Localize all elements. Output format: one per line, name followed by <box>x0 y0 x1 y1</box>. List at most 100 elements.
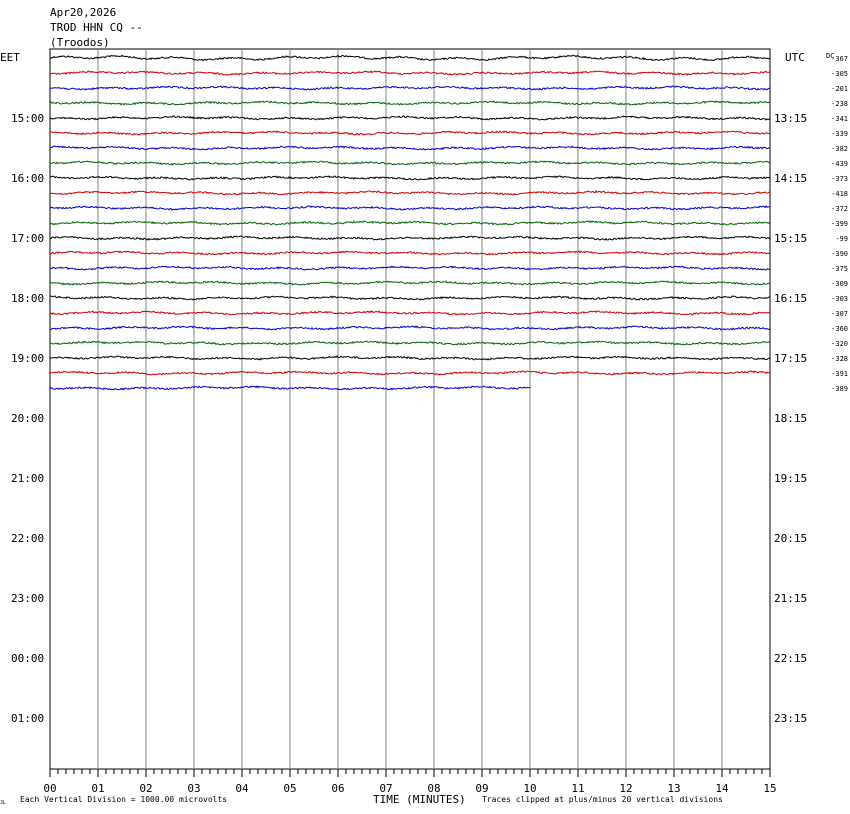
seismic-trace <box>49 235 771 241</box>
seismic-trace <box>49 190 771 196</box>
station-label: TROD HHN CQ -- <box>50 21 143 34</box>
plot-frame <box>49 48 771 770</box>
left-hour-label: 15:00 <box>11 112 44 125</box>
left-timezone-label: EET <box>0 51 20 64</box>
location-label: (Troodos) <box>50 36 110 49</box>
right-hour-label: 19:15 <box>774 472 807 485</box>
left-hour-label: 22:00 <box>11 532 44 545</box>
x-axis: 00 01 02 03 04 05 06 07 08 09 10 11 12 13 14 15 <box>43 769 777 795</box>
x-tick-label: 08 <box>427 782 440 795</box>
date-label: Apr20,2026 <box>50 6 116 19</box>
seismic-trace <box>49 280 771 286</box>
seismic-trace <box>49 265 771 271</box>
dc-label: DC <box>826 52 834 60</box>
left-hour-label: 19:00 <box>11 352 44 365</box>
seismic-trace <box>49 130 771 136</box>
dc-offset-label: -390 <box>831 250 848 258</box>
dc-offset-label: -341 <box>831 115 848 123</box>
dc-offset-label: -399 <box>831 220 848 228</box>
seismic-trace <box>49 100 771 106</box>
right-hour-label: 23:15 <box>774 712 807 725</box>
left-hour-label: 18:00 <box>11 292 44 305</box>
seismic-trace <box>49 220 771 226</box>
dc-offset-label: -418 <box>831 190 848 198</box>
seismic-trace <box>49 70 771 76</box>
seismic-trace <box>49 175 771 181</box>
dc-offset-label: -439 <box>831 160 848 168</box>
x-tick-label: 14 <box>715 782 729 795</box>
left-hour-label: 17:00 <box>11 232 44 245</box>
dc-offset-label: -328 <box>831 355 848 363</box>
seismic-trace <box>49 205 771 211</box>
x-tick-label: 13 <box>667 782 680 795</box>
dc-offset-label: -99 <box>835 235 848 243</box>
right-hour-label: 16:15 <box>774 292 807 305</box>
corner-mark: JL <box>0 800 6 806</box>
dc-offset-label: -305 <box>831 70 848 78</box>
dc-offset-labels: -367 -305 -201 -238 -341 -339 -382 -439 -373 -418… <box>831 55 848 393</box>
right-hour-label: 22:15 <box>774 652 807 665</box>
minute-gridlines <box>97 49 723 769</box>
x-tick-label: 07 <box>379 782 392 795</box>
right-hour-label: 17:15 <box>774 352 807 365</box>
left-hour-label: 01:00 <box>11 712 44 725</box>
x-tick-label: 05 <box>283 782 296 795</box>
right-timezone-label: UTC <box>785 51 805 64</box>
right-hour-label: 18:15 <box>774 412 807 425</box>
seismic-trace <box>49 295 771 301</box>
x-tick-label: 06 <box>331 782 344 795</box>
seismic-trace <box>49 145 771 151</box>
x-tick-label: 12 <box>619 782 632 795</box>
dc-offset-label: -309 <box>831 280 848 288</box>
dc-offset-label: -372 <box>831 205 848 213</box>
x-tick-label: 15 <box>763 782 776 795</box>
dc-offset-label: -373 <box>831 175 848 183</box>
x-tick-label: 03 <box>187 782 200 795</box>
x-tick-label: 04 <box>235 782 249 795</box>
left-hour-label: 23:00 <box>11 592 44 605</box>
right-hour-label: 15:15 <box>774 232 807 245</box>
left-hour-label: 16:00 <box>11 172 44 185</box>
left-hour-label: 21:00 <box>11 472 44 485</box>
x-axis-title: TIME (MINUTES) <box>373 793 466 806</box>
dc-offset-label: -382 <box>831 145 848 153</box>
dc-offset-label: -238 <box>831 100 848 108</box>
x-tick-label: 09 <box>475 782 488 795</box>
dc-offset-label: -307 <box>831 310 848 318</box>
x-tick-label: 11 <box>571 782 584 795</box>
dc-offset-label: -367 <box>831 55 848 63</box>
clip-note: Traces clipped at plus/minus 20 vertical… <box>482 795 723 804</box>
right-hour-label: 13:15 <box>774 112 807 125</box>
x-tick-label: 02 <box>139 782 152 795</box>
seismic-trace <box>49 370 771 376</box>
left-hour-label: 20:00 <box>11 412 44 425</box>
seismic-trace <box>49 160 771 166</box>
x-tick-label: 01 <box>91 782 104 795</box>
right-hour-label: 20:15 <box>774 532 807 545</box>
traces-group <box>49 54 771 391</box>
seismic-trace <box>49 325 771 331</box>
x-tick-label: 10 <box>523 782 536 795</box>
left-hour-label: 00:00 <box>11 652 44 665</box>
dc-offset-label: -303 <box>831 295 848 303</box>
seismic-trace <box>49 85 771 91</box>
dc-offset-label: -320 <box>831 340 848 348</box>
seismic-trace <box>49 340 771 346</box>
seismic-trace <box>49 385 531 391</box>
dc-offset-label: -375 <box>831 265 848 273</box>
x-tick-label: 00 <box>43 782 56 795</box>
seismic-trace <box>49 54 771 62</box>
dc-offset-label: -391 <box>831 370 848 378</box>
seismic-trace <box>49 115 771 121</box>
dc-offset-label: -339 <box>831 130 848 138</box>
seismic-trace <box>49 250 771 256</box>
right-hour-label: 21:15 <box>774 592 807 605</box>
dc-offset-label: -389 <box>831 385 848 393</box>
seismic-trace <box>49 310 771 316</box>
seismic-trace <box>49 355 771 361</box>
dc-offset-label: -360 <box>831 325 848 333</box>
scale-note: Each Vertical Division = 1000.00 microvo… <box>20 795 227 804</box>
right-hour-label: 14:15 <box>774 172 807 185</box>
dc-offset-label: -201 <box>831 85 848 93</box>
